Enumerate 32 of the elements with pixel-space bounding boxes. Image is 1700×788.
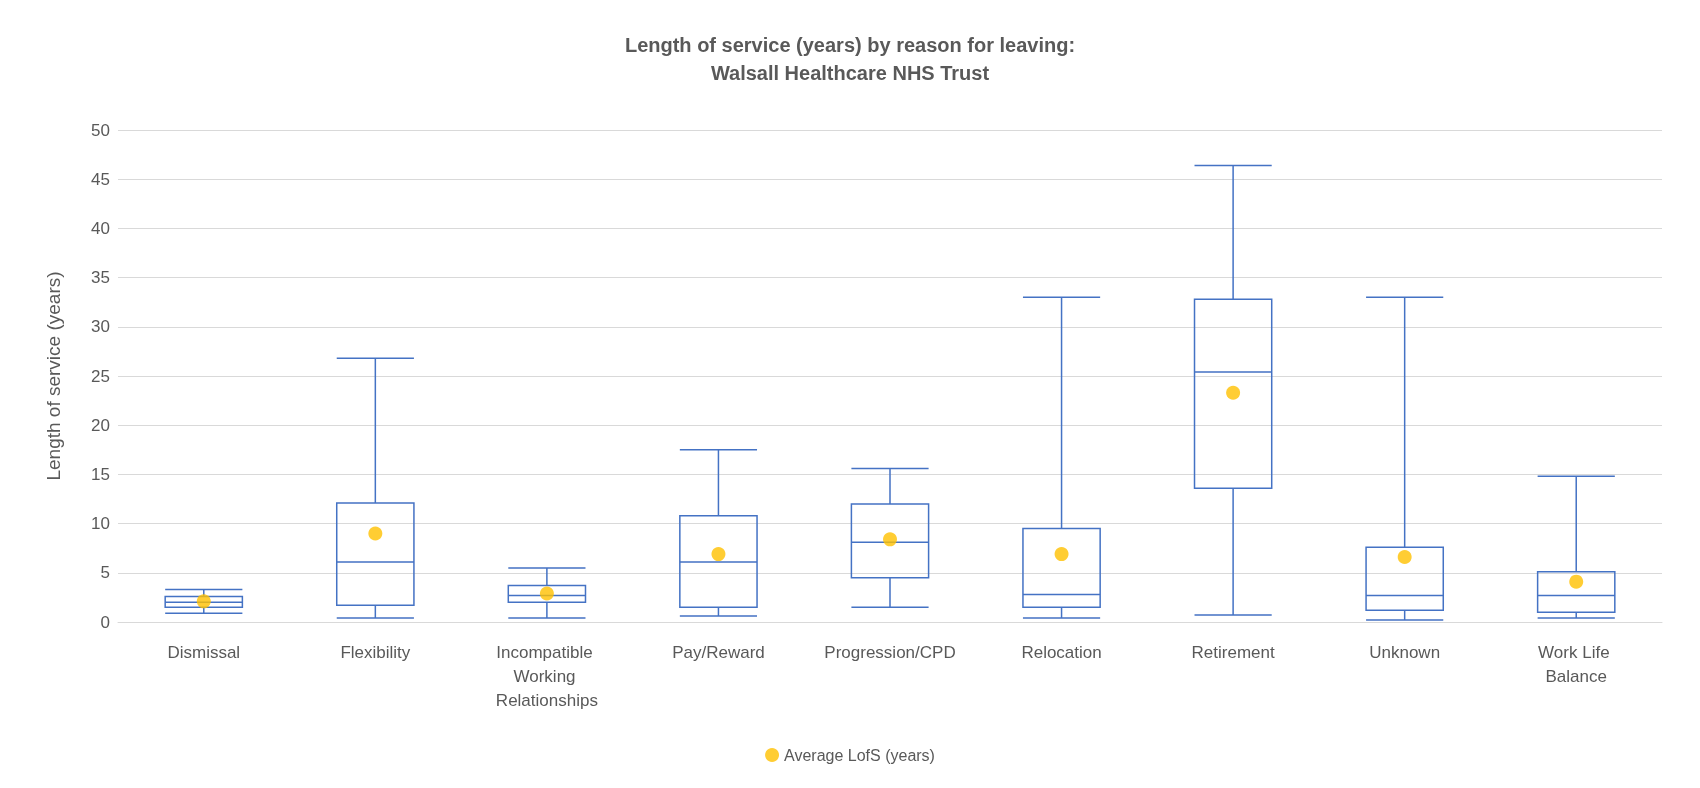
- y-tick-label: 50: [91, 120, 110, 140]
- y-tick-label: 20: [91, 415, 110, 435]
- x-tick-label: Dismissal: [167, 642, 241, 662]
- y-tick-label: 25: [91, 366, 110, 386]
- point: [539, 586, 554, 601]
- y-axis-title: Length of service (years): [43, 271, 64, 481]
- x-tick-label: Unknown: [1369, 642, 1441, 662]
- point: [883, 532, 897, 547]
- point: [1054, 547, 1069, 562]
- y-tick-label: 40: [91, 218, 110, 238]
- chart-title: Length of service (years) by reason for leaving: Walsall Healthcare NHS Trust: [624, 34, 1076, 84]
- point: [711, 547, 726, 562]
- x-tick-label: Incompatible Working Relationships: [495, 642, 598, 710]
- x-tick-label: Flexibility: [340, 642, 411, 662]
- point: [1397, 550, 1412, 565]
- y-tick-label: 30: [91, 317, 110, 337]
- y-tick-label: 0: [100, 612, 110, 632]
- y-tick-label: 45: [91, 169, 110, 189]
- point: [196, 594, 211, 609]
- point: [1569, 574, 1584, 589]
- point: [368, 526, 383, 541]
- x-tick-label: Relocation: [1021, 642, 1102, 662]
- y-tick-label: 15: [91, 464, 110, 484]
- y-tick-label: 5: [100, 563, 110, 583]
- legend-label: Average LofS (years): [784, 746, 935, 764]
- x-tick-label: Progression/CPD: [824, 642, 956, 662]
- x-tick-label: Retirement: [1191, 642, 1275, 662]
- point: [1226, 385, 1241, 400]
- y-tick-label: 35: [91, 268, 110, 288]
- x-tick-label: Pay/Reward: [672, 642, 765, 662]
- x-tick-label: Work Life Balance: [1538, 642, 1615, 686]
- y-tick-label: 10: [91, 514, 110, 534]
